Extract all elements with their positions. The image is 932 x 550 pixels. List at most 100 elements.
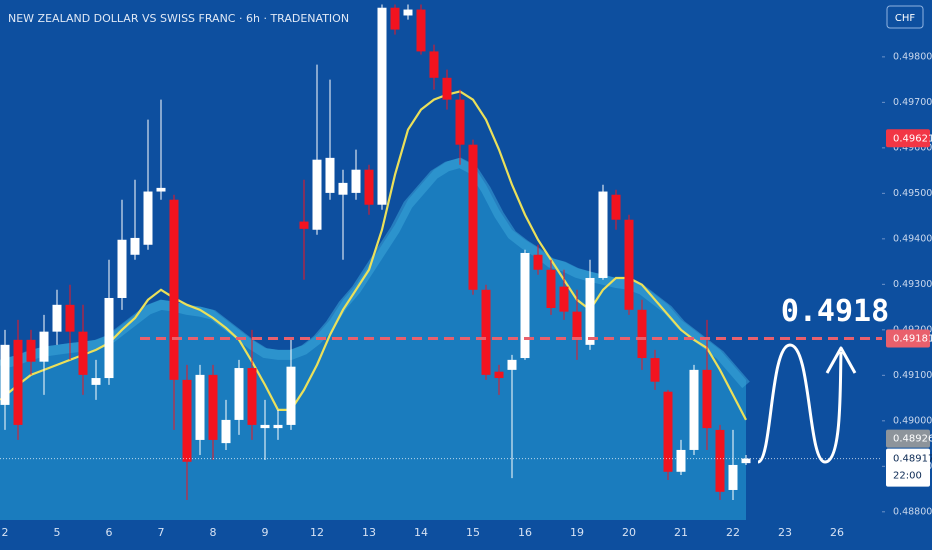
candle-body [611, 194, 621, 220]
x-tick-label: 20 [622, 526, 636, 539]
x-tick-label: 21 [674, 526, 688, 539]
y-tick-label: 0.49800 [893, 51, 932, 62]
candle-body [182, 379, 192, 462]
price-badge-text: 0.49621 [893, 133, 932, 144]
arrow-annotation [757, 343, 843, 464]
candle-body [143, 191, 153, 245]
y-tick-label: 0.49500 [893, 188, 932, 199]
last-price-text: 0.48917 [893, 454, 932, 465]
candle-body [533, 254, 543, 270]
x-tick-label: 23 [778, 526, 792, 539]
candle-body [351, 169, 361, 193]
candle-body [39, 331, 49, 362]
candle-body [676, 449, 686, 472]
candle-body [338, 182, 348, 195]
x-tick-label: 22 [726, 526, 740, 539]
x-tick-label: 9 [262, 526, 269, 539]
candle-body [26, 339, 36, 362]
candle-body [260, 424, 270, 429]
y-tick-label: 0.49100 [893, 370, 932, 381]
candle-body [455, 99, 465, 145]
candle-body [91, 378, 101, 385]
x-tick-label: 13 [362, 526, 376, 539]
candle-body [585, 277, 595, 345]
candle-body [481, 289, 491, 375]
x-tick-label: 8 [210, 526, 217, 539]
candle-body [130, 237, 140, 255]
candle-body [650, 358, 660, 382]
y-tick-label: 0.49600 [893, 142, 932, 153]
candle-body [572, 311, 582, 340]
moving-average [0, 90, 747, 421]
x-tick-label: 12 [310, 526, 324, 539]
arrow-head [825, 346, 857, 374]
price-badge [886, 429, 930, 448]
candle-body [208, 374, 218, 440]
candle-body [663, 391, 673, 472]
candle-body [325, 157, 335, 193]
price-badge [886, 129, 930, 148]
candle-body [429, 51, 439, 78]
candle-body [546, 269, 556, 308]
candle-body [364, 169, 374, 205]
candle-body [78, 331, 88, 375]
candle-body [247, 368, 257, 425]
y-tick-label: 0.48800 [893, 506, 932, 517]
candle-body [715, 429, 725, 492]
candle-body [416, 9, 426, 52]
candle-body [286, 366, 296, 425]
candle-body [0, 344, 10, 405]
candle-body [299, 221, 309, 229]
candle-body [507, 359, 517, 370]
candle-body [468, 144, 478, 290]
candle-body [169, 199, 179, 380]
candle-body [65, 304, 75, 332]
level-badge-text: 0.49181 [893, 333, 932, 344]
x-tick-label: 7 [158, 526, 165, 539]
price-badge-text: 0.48926 [893, 434, 932, 445]
candle-body [702, 369, 712, 429]
level-badge [886, 329, 930, 348]
level-annotation: 0.4918 [781, 294, 889, 329]
candle-body [390, 7, 400, 30]
y-tick-label: 0.49400 [893, 233, 932, 244]
candle-body [13, 339, 23, 425]
x-tick-label: 16 [518, 526, 532, 539]
y-tick-label: 0.49700 [893, 97, 932, 108]
x-tick-label: 14 [414, 526, 428, 539]
candle-body [637, 309, 647, 359]
candle-body [520, 252, 530, 359]
candle-body [598, 191, 608, 278]
candle-body [442, 77, 452, 100]
candle-body [689, 369, 699, 450]
candle-body [741, 458, 751, 464]
x-tick-label: 2 [2, 526, 9, 539]
candle-body [156, 187, 166, 192]
x-tick-label: 5 [54, 526, 61, 539]
candle-body [273, 424, 283, 429]
candle-body [403, 9, 413, 16]
candle-body [312, 159, 322, 230]
candle-body [377, 7, 387, 205]
countdown-text: 22:00 [893, 471, 922, 482]
currency-label[interactable]: CHF [895, 13, 916, 24]
candle-body [104, 297, 114, 379]
x-tick-label: 26 [830, 526, 844, 539]
x-tick-label: 6 [106, 526, 113, 539]
x-tick-label: 15 [466, 526, 480, 539]
candle-body [52, 304, 62, 332]
candle-body [624, 219, 634, 310]
candle-body [728, 464, 738, 490]
last-price-badge [886, 448, 930, 487]
chart-title: NEW ZEALAND DOLLAR VS SWISS FRANC · 6h ·… [8, 12, 349, 25]
candle-body [234, 368, 244, 420]
candle-body [117, 239, 127, 298]
candle-body [559, 286, 569, 312]
candle-body [494, 371, 504, 379]
candle-body [221, 419, 231, 444]
y-tick-label: 0.49300 [893, 279, 932, 290]
y-tick-label: 0.49000 [893, 415, 932, 426]
x-tick-label: 19 [570, 526, 584, 539]
currency-button[interactable] [886, 5, 924, 29]
